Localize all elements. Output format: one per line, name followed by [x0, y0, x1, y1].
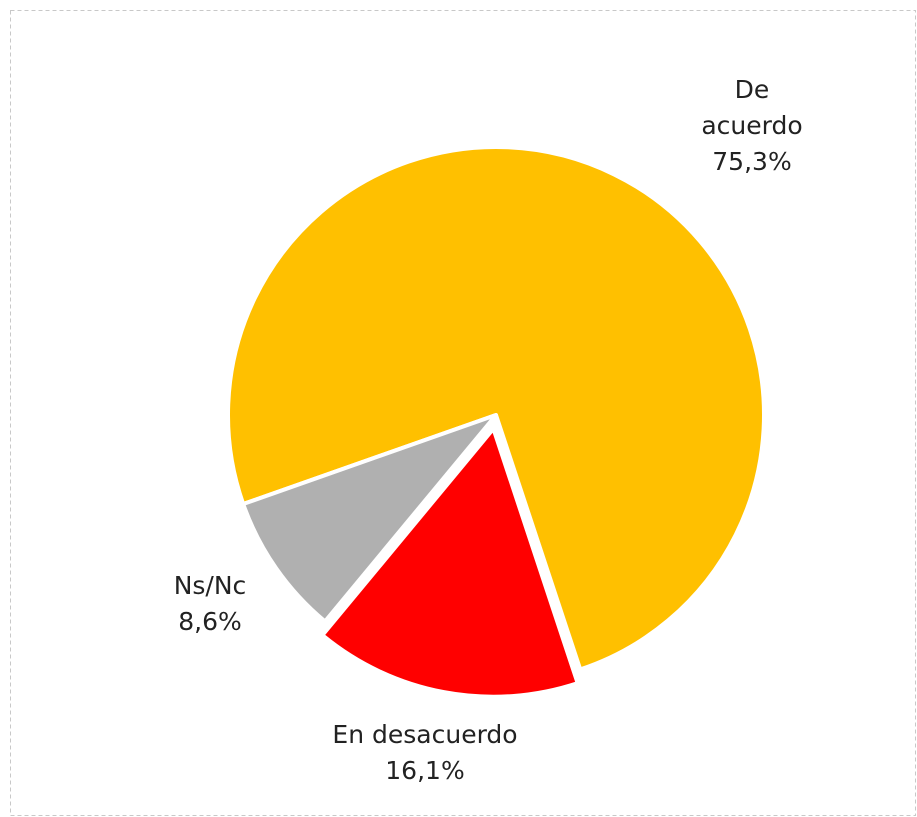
slice-value-label: 16,1%	[385, 756, 464, 785]
slice-label: De acuerdo	[701, 75, 802, 140]
pie-slice	[226, 145, 766, 672]
slice-value-label: 75,3%	[712, 147, 791, 176]
chart-border	[10, 10, 916, 816]
pie-slice	[241, 413, 498, 624]
slice-value-label: 8,6%	[178, 607, 242, 636]
slice-label: En desacuerdo	[332, 720, 517, 749]
slice-label: Ns/Nc	[174, 571, 247, 600]
pie-slice	[320, 426, 580, 699]
